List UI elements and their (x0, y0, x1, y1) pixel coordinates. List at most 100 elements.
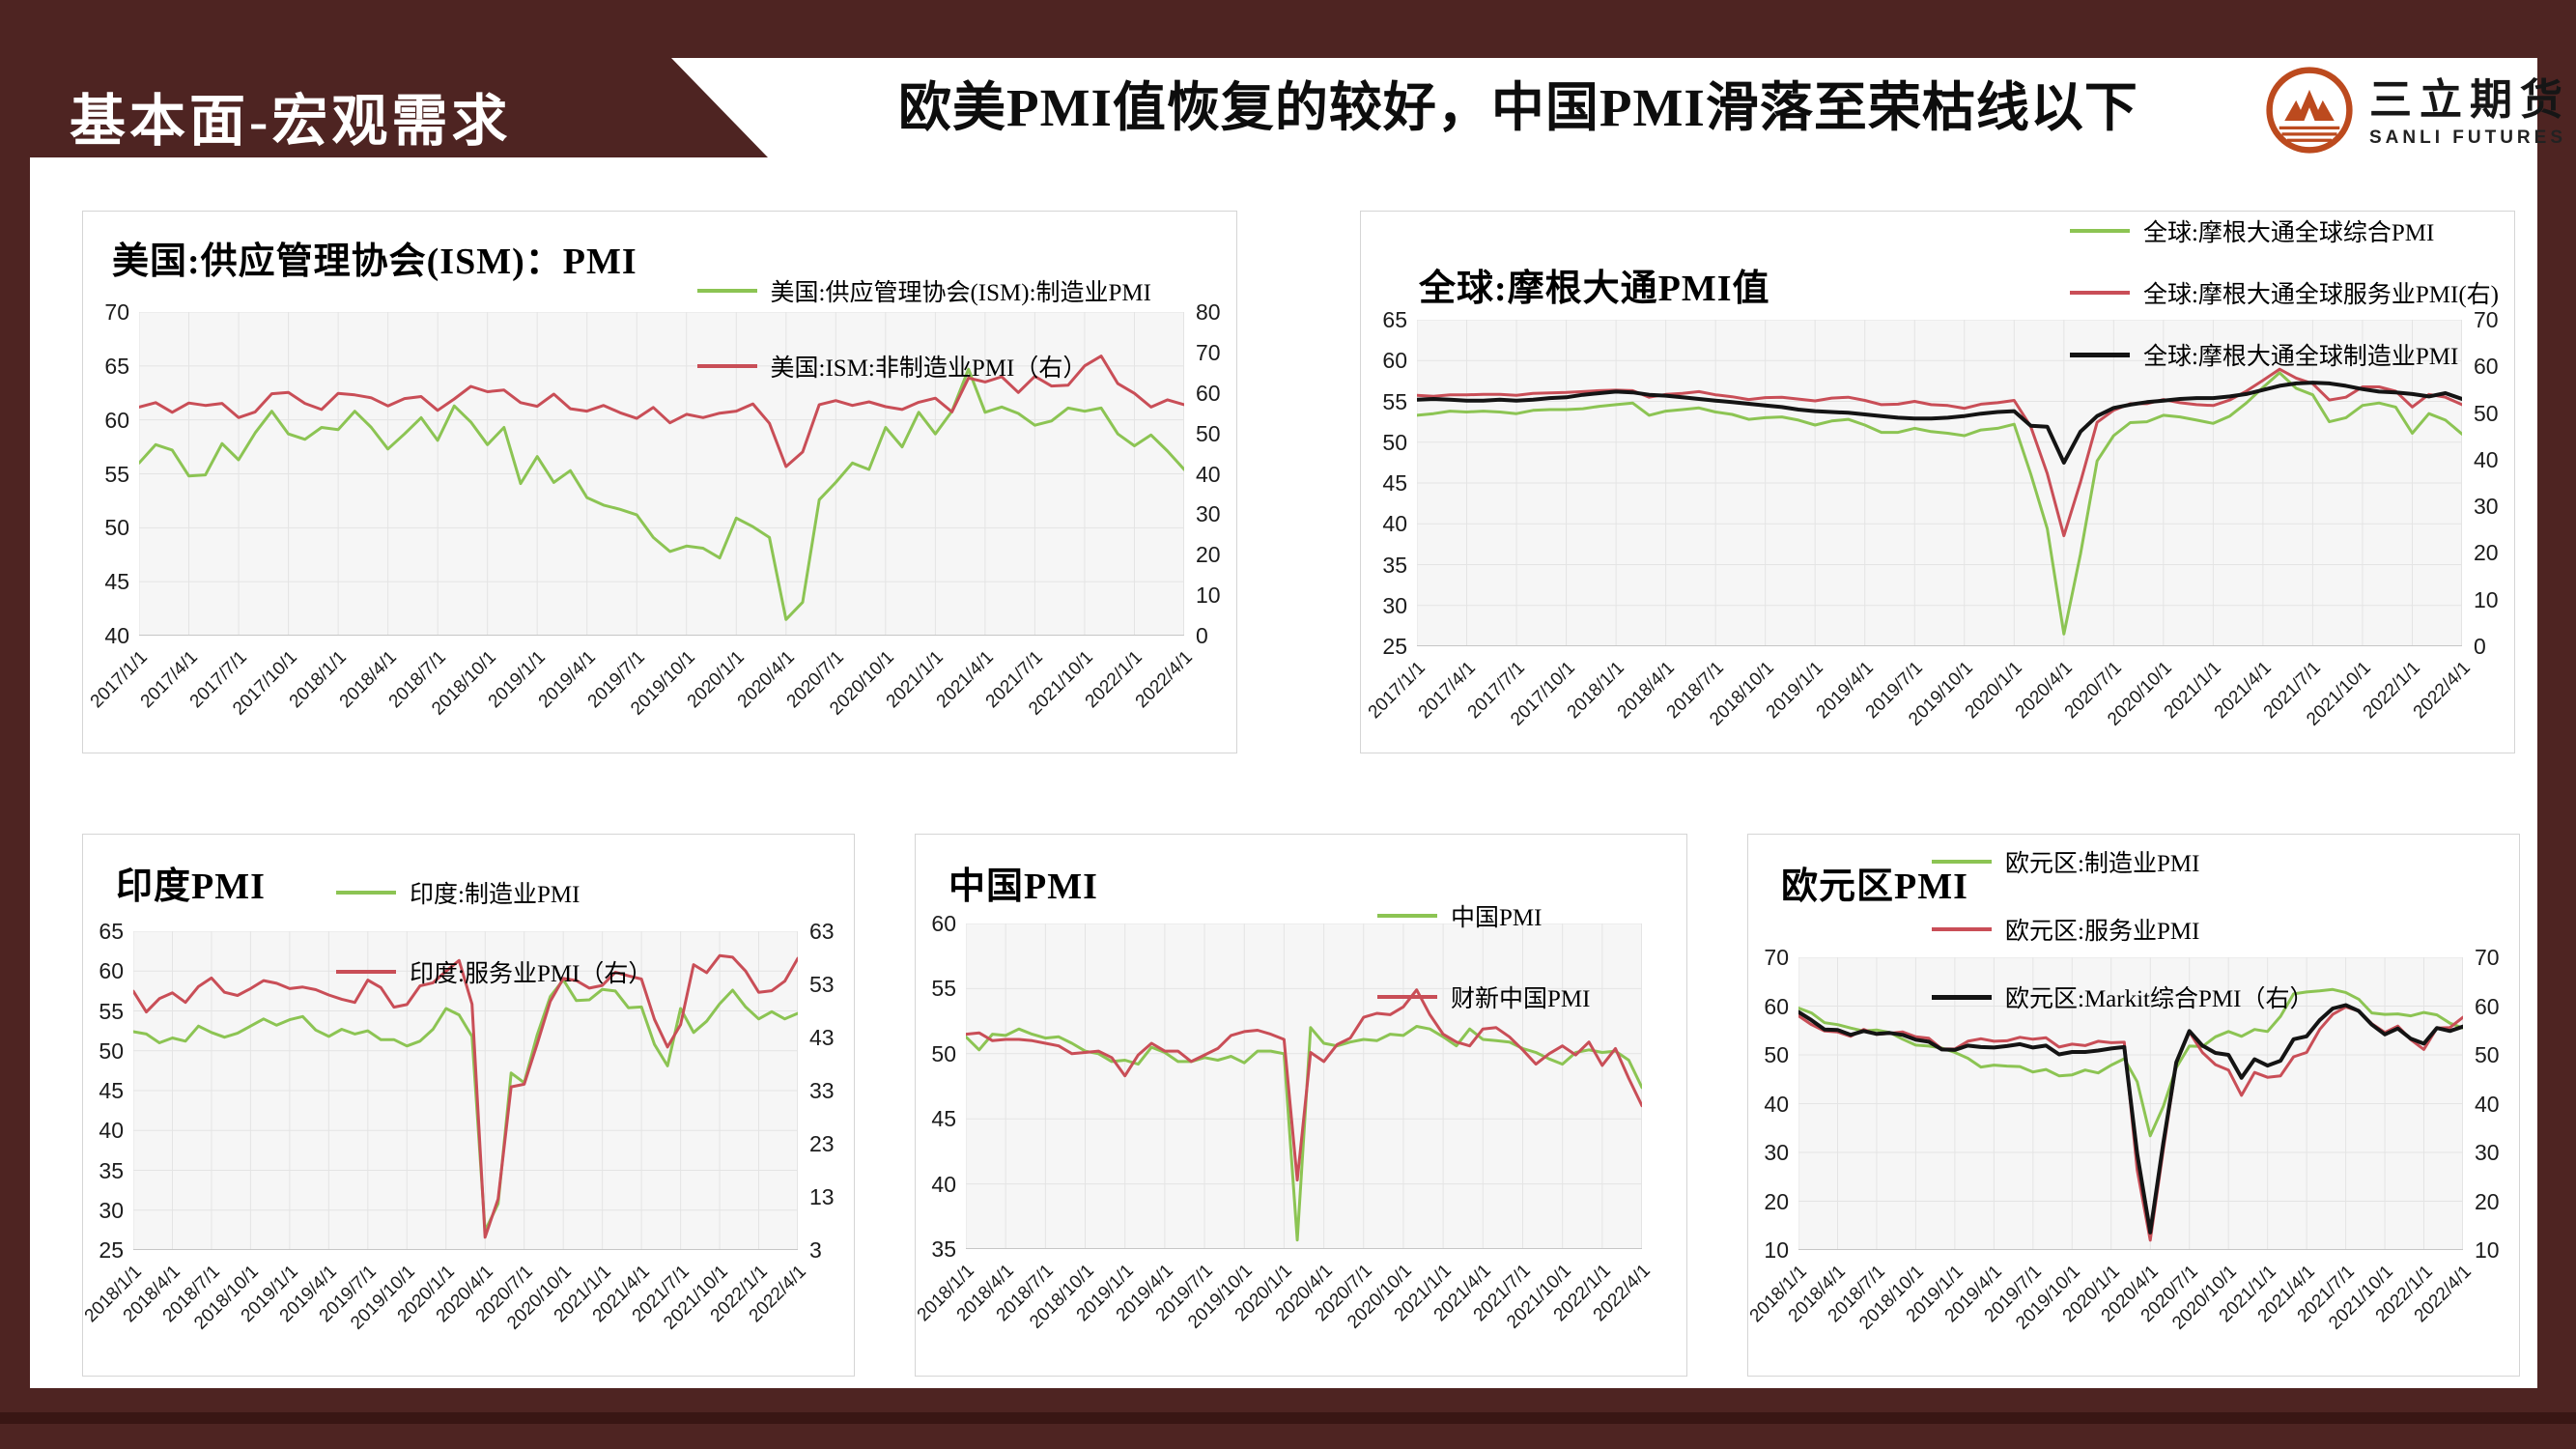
y-axis-right-tick: 0 (2474, 634, 2486, 659)
legend-line-swatch (696, 364, 757, 368)
y-axis-left-tick: 60 (99, 958, 124, 984)
legend-line-swatch (696, 289, 757, 293)
y-axis-left-tick: 30 (1764, 1140, 1789, 1165)
y-axis-right-tick: 40 (2474, 446, 2499, 472)
y-axis-left-tick: 60 (1764, 993, 1789, 1019)
y-axis-right-tick: 63 (809, 919, 835, 944)
legend-line-swatch (2069, 352, 2130, 357)
legend-label: 中国PMI (1451, 905, 1543, 931)
y-axis-left-tick: 65 (104, 353, 129, 379)
y-axis-right-tick: 3 (809, 1237, 822, 1263)
legend-label: 财新中国PMI (1451, 986, 1591, 1012)
page-title: 欧美PMI值恢复的较好，中国PMI滑落至荣枯线以下 (898, 78, 2138, 137)
series-line (1798, 987, 2463, 1138)
y-axis-right-tick: 80 (1196, 299, 1221, 325)
chart-legend: 全球:摩根大通全球综合PMI 全球:摩根大通全球服务业PMI(右) 全球:摩根大通全… (2069, 213, 2499, 372)
y-axis-right-tick: 23 (809, 1131, 835, 1156)
y-axis-right-tick: 53 (809, 972, 835, 997)
chart-legend: 美国:供应管理协会(ISM):制造业PMI 美国:ISM:非制造业PMI（右） (696, 273, 1151, 384)
sanli-logo: 三立期货 SANLI FUTURES (2265, 66, 2570, 159)
series-line (1798, 1003, 2463, 1235)
y-axis-left-tick: 40 (99, 1118, 124, 1144)
plot-area (966, 923, 1642, 1249)
y-axis-right-tick: 50 (2475, 1042, 2500, 1067)
y-axis-left-tick: 40 (104, 623, 129, 648)
series-line (966, 988, 1642, 1182)
series-line (133, 953, 798, 1239)
chart-panel-china-pmi: 中国PMI 中国PMI 财新中国PMI 35 40 45 50 55 60 2018/1/1 2… (914, 834, 1687, 1377)
chart-title: 美国:供应管理协会(ISM)：PMI (112, 242, 637, 282)
y-axis-right-tick: 10 (2474, 586, 2499, 612)
legend-item: 美国:供应管理协会(ISM):制造业PMI (696, 273, 1151, 308)
legend-item: 欧元区:制造业PMI (1932, 844, 2313, 879)
logo-name-cn: 三立期货 (2369, 75, 2570, 124)
legend-item: 印度:制造业PMI (336, 875, 652, 910)
y-axis-left-tick: 50 (931, 1040, 956, 1066)
y-axis-left-tick: 40 (1382, 511, 1407, 537)
y-axis-left-tick: 10 (1764, 1237, 1789, 1263)
y-axis-right-tick: 30 (2475, 1140, 2500, 1165)
y-axis-left-tick: 45 (99, 1078, 124, 1103)
y-axis-right-tick: 20 (2475, 1188, 2500, 1214)
y-axis-left-tick: 40 (931, 1171, 956, 1197)
legend-line-swatch (1932, 994, 1992, 1000)
plot-area (139, 312, 1184, 636)
legend-label: 欧元区:Markit综合PMI（右） (2005, 986, 2314, 1012)
chart-title: 印度PMI (116, 867, 266, 907)
legend-item: 全球:摩根大通全球制造业PMI (2069, 337, 2499, 372)
legend-line-swatch (1377, 914, 1437, 918)
legend-label: 印度:服务业PMI（右） (410, 961, 653, 987)
y-axis-right-tick: 60 (1196, 380, 1221, 406)
y-axis-right-tick: 60 (2475, 993, 2500, 1019)
chart-panel-india-pmi: 印度PMI 印度:制造业PMI 印度:服务业PMI（右） 25 30 35 40 45 50… (81, 834, 855, 1377)
y-axis-right-tick: 60 (2474, 354, 2499, 380)
series-line (139, 355, 1184, 469)
legend-line-swatch (336, 970, 396, 974)
y-axis-left-tick: 25 (1382, 634, 1407, 659)
y-axis-left-tick: 50 (1382, 429, 1407, 455)
y-axis-left-tick: 50 (99, 1037, 124, 1064)
chart-panel-global-jpmorgan-pmi: 全球:摩根大通PMI值 全球:摩根大通全球综合PMI 全球:摩根大通全球服务业PM… (1360, 211, 2515, 753)
legend-label: 全球:摩根大通全球服务业PMI(右) (2142, 282, 2499, 308)
legend-label: 美国:供应管理协会(ISM):制造业PMI (770, 280, 1151, 306)
legend-line-swatch (2069, 229, 2130, 233)
legend-line-swatch (1377, 995, 1437, 999)
y-axis-left-tick: 65 (99, 919, 124, 944)
y-axis-left-tick: 60 (104, 407, 129, 433)
logo-text: 三立期货 SANLI FUTURES (2369, 75, 2570, 149)
y-axis-right-tick: 40 (1196, 461, 1221, 487)
legend-label: 全球:摩根大通全球综合PMI (2142, 220, 2435, 246)
y-axis-left-tick: 35 (99, 1157, 124, 1183)
y-axis-left-tick: 60 (1382, 348, 1407, 374)
y-axis-left-tick: 55 (104, 461, 129, 487)
y-axis-left-tick: 55 (99, 998, 124, 1024)
plot-area (1798, 957, 2463, 1250)
y-axis-right-tick: 30 (1196, 501, 1221, 527)
legend-line-swatch (1932, 860, 1992, 864)
chart-title: 中国PMI (948, 867, 1098, 907)
y-axis-right-tick: 70 (2474, 307, 2499, 332)
y-axis-right-tick: 50 (2474, 400, 2499, 426)
legend-line-swatch (336, 891, 396, 895)
series-line (1417, 367, 2462, 538)
chart-panel-eurozone-pmi: 欧元区PMI 欧元区:制造业PMI 欧元区:服务业PMI 欧元区:Markit综合P… (1746, 834, 2520, 1377)
chart-legend: 中国PMI 财新中国PMI (1377, 898, 1590, 1014)
y-axis-left-tick: 35 (1382, 552, 1407, 578)
y-axis-right-tick: 0 (1196, 623, 1208, 648)
legend-line-swatch (2069, 291, 2130, 295)
y-axis-right-tick: 20 (1196, 542, 1221, 568)
y-axis-left-tick: 55 (1382, 388, 1407, 414)
y-axis-right-tick: 70 (2475, 945, 2500, 970)
legend-label: 印度:制造业PMI (410, 882, 580, 908)
y-axis-right-tick: 20 (2474, 540, 2499, 566)
legend-item: 美国:ISM:非制造业PMI（右） (696, 349, 1151, 384)
chart-panel-us-ism-pmi: 美国:供应管理协会(ISM)：PMI 美国:供应管理协会(ISM):制造业PMI… (82, 211, 1237, 753)
series-line (966, 1025, 1642, 1242)
series-line (1417, 371, 2462, 636)
y-axis-right-tick: 10 (1196, 582, 1221, 609)
y-axis-left-tick: 50 (104, 515, 129, 541)
y-axis-left-tick: 30 (1382, 592, 1407, 618)
legend-line-swatch (1932, 927, 1992, 931)
y-axis-right-tick: 50 (1196, 420, 1221, 446)
